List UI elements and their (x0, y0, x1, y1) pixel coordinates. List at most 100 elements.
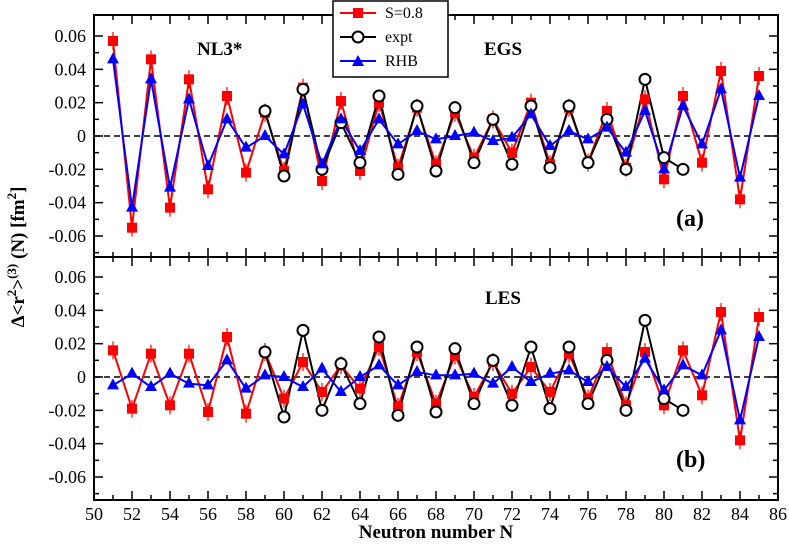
marker-s08-point (127, 403, 137, 414)
legend-marker-rhb (352, 55, 364, 66)
marker-expt-point (277, 410, 291, 424)
series-lines (112, 40, 760, 441)
marker-rhb-point (297, 380, 309, 391)
marker-s08-point (355, 383, 365, 394)
marker-s08-point (564, 348, 574, 359)
marker-s08-point (754, 312, 764, 322)
marker-rhb-point (202, 378, 214, 390)
y-tick-label-0: 0.06 (55, 26, 87, 46)
marker-s08-point (127, 222, 137, 233)
legend: S=0.8 expt RHB (332, 0, 449, 78)
marker-rhb-point (582, 375, 594, 386)
marker-s08-point (317, 387, 327, 397)
marker-expt-point (467, 397, 481, 411)
marker-s08-point (735, 194, 745, 205)
marker-expt-point (486, 112, 500, 126)
marker-rhb-point (107, 52, 119, 64)
marker-rhb-point (677, 99, 689, 110)
marker-rhb-point (715, 323, 727, 335)
marker-expt-point (429, 164, 443, 178)
x-tick-label: 62 (313, 504, 331, 524)
marker-s08-point (450, 350, 460, 361)
panel-label-b: (b) (676, 447, 705, 473)
marker-expt-point (676, 162, 690, 176)
marker-expt-point (524, 340, 538, 354)
marker-rhb-point (734, 170, 746, 182)
marker-rhb-point (658, 162, 670, 174)
marker-expt-point (505, 157, 519, 171)
marker-expt-point (581, 397, 595, 411)
marker-s08-point (507, 388, 517, 399)
marker-s08-point (545, 387, 555, 397)
marker-expt-point (258, 104, 272, 118)
y-tick-label-0: 0.02 (55, 93, 87, 113)
x-tick-label: 54 (161, 504, 179, 524)
marker-s08-point (659, 400, 669, 411)
marker-rhb-point (544, 139, 556, 150)
marker-rhb-point (126, 200, 138, 212)
y-tick-label-1: 0 (77, 367, 86, 387)
legend-marker-expt (351, 30, 365, 44)
marker-s08-point (697, 390, 707, 401)
marker-expt-point (562, 99, 576, 113)
marker-expt-point (467, 156, 481, 170)
annotation-les: LES (485, 288, 521, 309)
marker-rhb-point (278, 370, 290, 381)
panel-label-a: (a) (676, 206, 704, 232)
axis-tick-labels: 50 52 54 56 58 60 62 64 66 68 70 72 74 76 78 80 82 84 86 0.… (49, 26, 788, 524)
x-tick-label: 78 (617, 504, 635, 524)
marker-s08-point (678, 91, 688, 101)
marker-rhb-point (601, 120, 613, 132)
marker-s08-point (108, 36, 118, 46)
marker-s08-point (526, 362, 536, 372)
marker-s08-point (184, 74, 194, 85)
marker-rhb-point (430, 368, 442, 380)
y-tick-label-0: -0.02 (49, 159, 87, 179)
marker-expt-point (448, 101, 462, 115)
marker-rhb-point (411, 365, 423, 376)
marker-s08-point (355, 166, 365, 176)
marker-s08-point (431, 398, 441, 409)
y-title-exp2: 2 (4, 290, 19, 297)
marker-s08-point (336, 96, 346, 106)
marker-expt-point (353, 397, 367, 411)
x-tick-label: 76 (579, 504, 597, 524)
marker-s08-point (241, 167, 251, 178)
y-tick-label-1: 0.02 (55, 334, 87, 354)
annotation-nl3star: NL3* (197, 39, 242, 60)
marker-expt-point (505, 398, 519, 412)
marker-rhb-point (620, 145, 632, 157)
marker-s08-point (279, 393, 289, 404)
marker-s08-point (393, 162, 403, 173)
marker-expt-point (676, 403, 690, 417)
x-tick-label: 52 (123, 504, 141, 524)
marker-s08-point (602, 106, 612, 116)
marker-rhb-point (240, 381, 252, 393)
marker-rhb-point (126, 366, 138, 378)
marker-rhb-point (335, 385, 347, 396)
marker-rhb-point (449, 129, 461, 140)
marker-expt-point (372, 89, 386, 103)
x-tick-label: 60 (275, 504, 293, 524)
axis-ticks (93, 15, 779, 500)
marker-s08-point (735, 435, 745, 446)
marker-s08-point (146, 54, 156, 65)
marker-s08-point (317, 176, 327, 186)
marker-rhb-point (107, 378, 119, 390)
marker-rhb-point (164, 366, 176, 378)
marker-s08-point (507, 147, 517, 158)
marker-expt-point (429, 405, 443, 419)
marker-s08-point (716, 66, 726, 76)
marker-rhb-point (354, 144, 366, 155)
annotation-egs: EGS (484, 39, 522, 60)
marker-rhb-point (449, 368, 461, 380)
marker-rhb-point (240, 140, 252, 152)
marker-expt-point (486, 353, 500, 367)
y-title-exp3: (3) (4, 264, 19, 279)
marker-rhb-point (753, 330, 765, 341)
marker-rhb-point (259, 368, 271, 380)
marker-rhb-point (183, 376, 195, 388)
marker-expt-point (638, 72, 652, 86)
y-axis-title: Δ<r2>(3) (N) [fm2] (4, 187, 29, 328)
y-title-tail: (N) [fm (8, 199, 29, 264)
